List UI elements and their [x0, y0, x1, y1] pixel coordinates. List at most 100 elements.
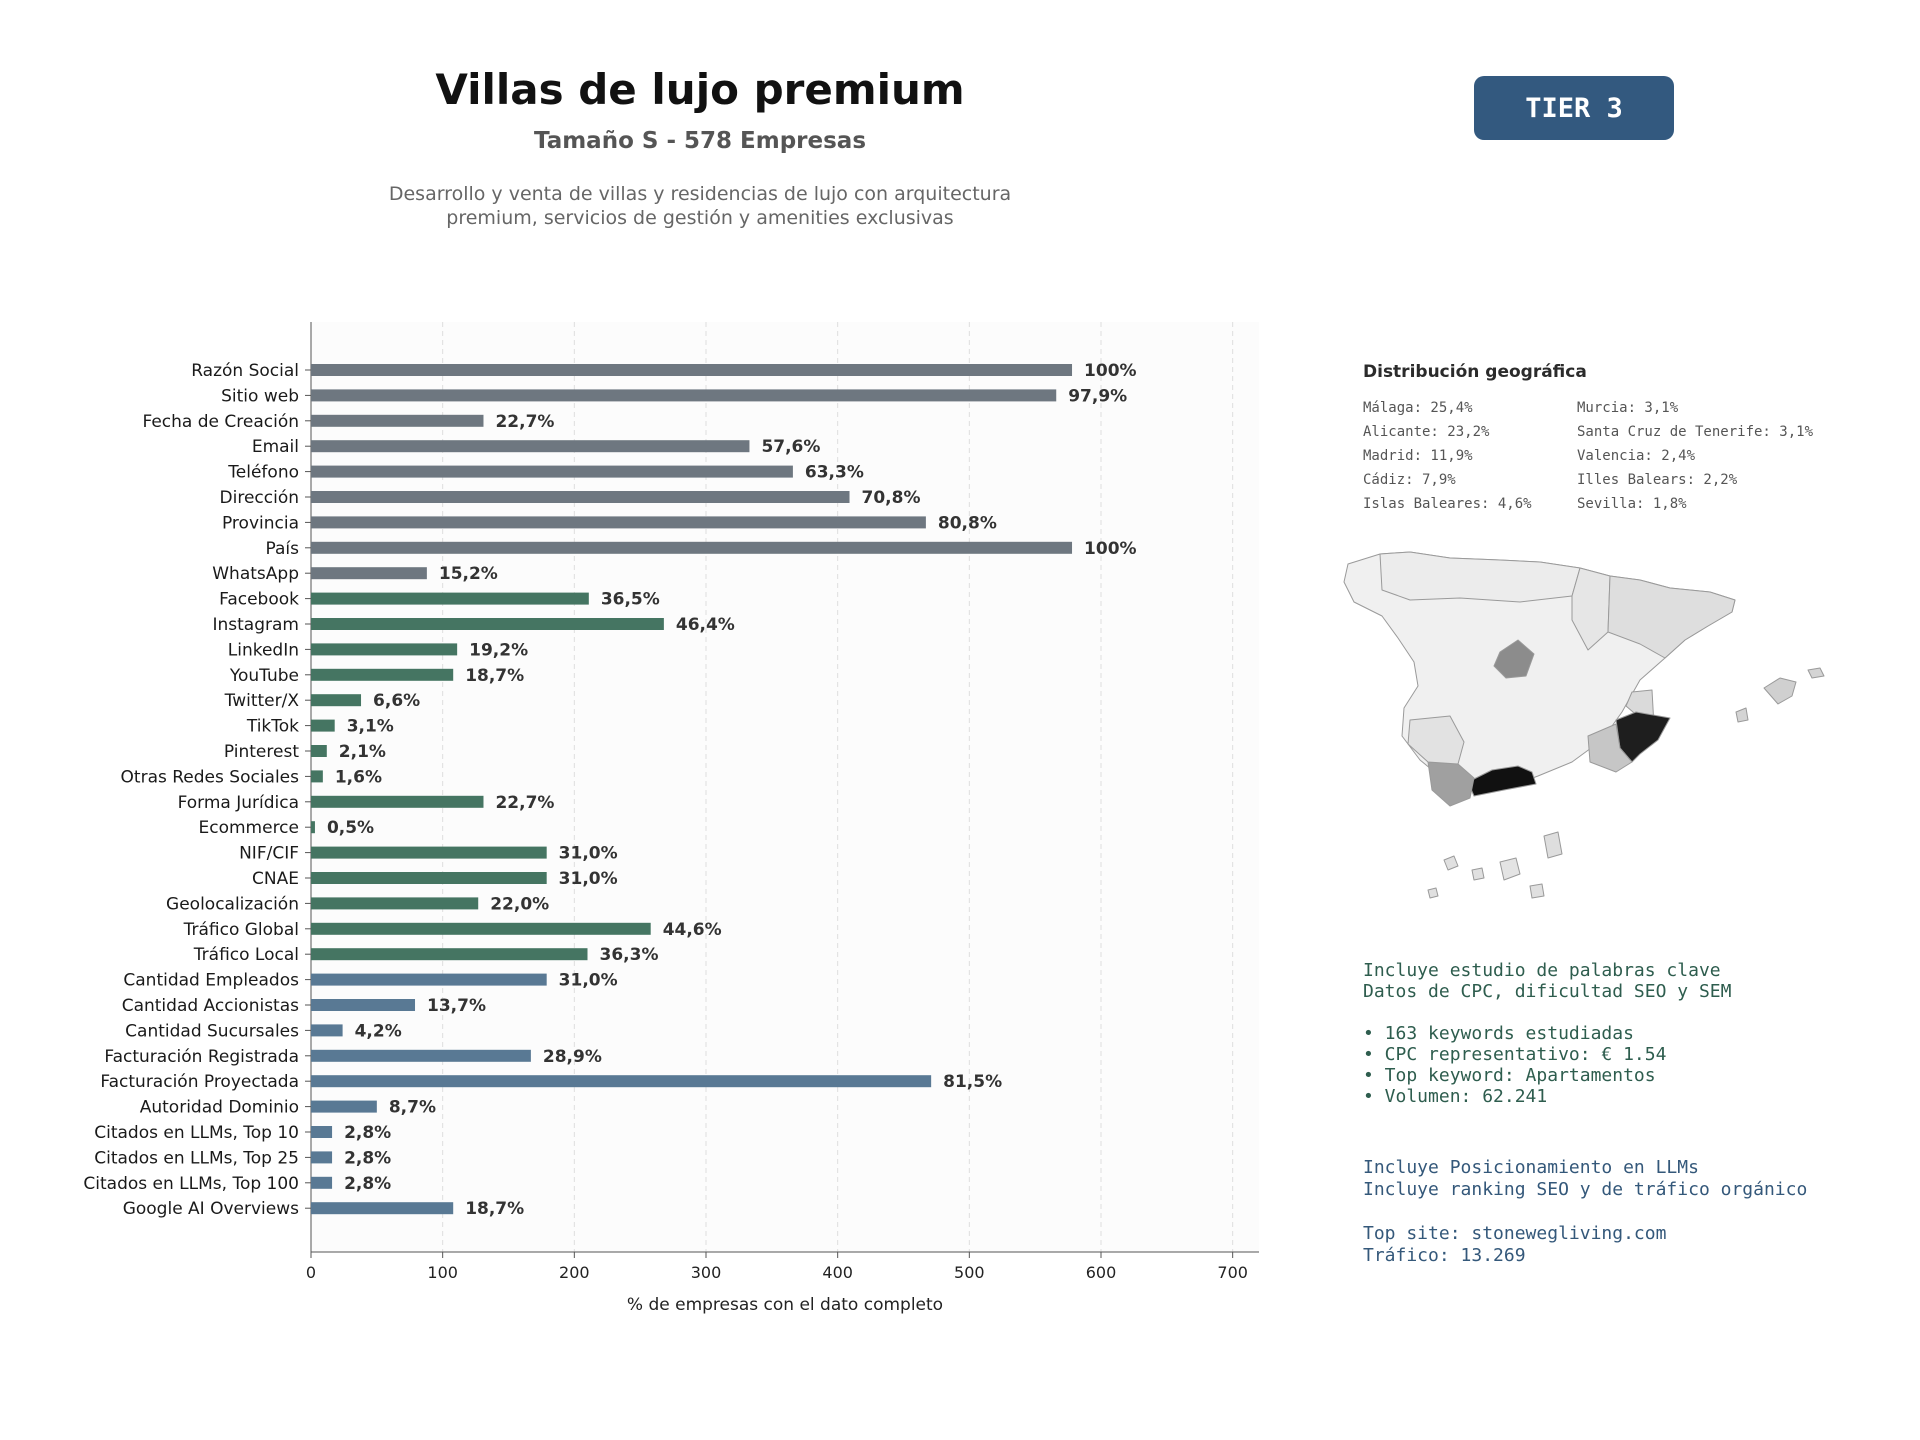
seo-line-2: Datos de CPC, dificultad SEO y SEM	[1363, 981, 1732, 1002]
x-tick-label: 500	[954, 1263, 985, 1282]
bar	[311, 719, 335, 732]
category-label: Facturación Registrada	[104, 1047, 299, 1067]
category-label: Fecha de Creación	[142, 412, 299, 432]
bar	[311, 973, 547, 986]
map-canarias-1	[1443, 855, 1459, 871]
bar	[311, 1151, 333, 1164]
map-canarias-4	[1543, 831, 1563, 859]
bar	[311, 795, 484, 808]
description-line-2: premium, servicios de gestión y amenitie…	[446, 207, 954, 229]
bar	[311, 440, 750, 453]
geo-item: Madrid: 11,9%	[1363, 448, 1473, 464]
map-baleares-menorca	[1807, 667, 1825, 679]
category-label: País	[266, 539, 300, 559]
category-label: Tráfico Local	[193, 945, 299, 965]
bar	[311, 618, 664, 630]
category-label: Geolocalización	[166, 894, 299, 914]
category-label: LinkedIn	[228, 640, 299, 660]
bar	[311, 1202, 454, 1215]
description-line-1: Desarrollo y venta de villas y residenci…	[388, 183, 1012, 205]
spain-map	[1343, 551, 1825, 899]
x-tick-label: 100	[427, 1263, 458, 1282]
category-label: Dirección	[220, 488, 299, 508]
value-label: 15,2%	[439, 564, 498, 584]
category-label: CNAE	[252, 869, 299, 889]
value-label: 63,3%	[805, 463, 864, 483]
x-axis-label: % de empresas con el dato completo	[627, 1295, 943, 1315]
value-label: 3,1%	[347, 717, 394, 737]
geo-item: Islas Baleares: 4,6%	[1363, 496, 1532, 512]
value-label: 22,0%	[490, 894, 549, 914]
value-label: 46,4%	[676, 615, 735, 635]
map-region-madrid	[1493, 639, 1535, 679]
category-label: Citados en LLMs, Top 100	[83, 1174, 299, 1194]
value-label: 18,7%	[465, 666, 524, 686]
seo-bullet: • CPC representativo: € 1.54	[1363, 1044, 1667, 1065]
geo-list: Málaga: 25,4% Murcia: 3,1% Alicante: 23,…	[1363, 400, 1863, 512]
category-label: TikTok	[246, 717, 299, 737]
bar	[311, 389, 1057, 402]
category-label: Pinterest	[224, 742, 299, 762]
value-label: 6,6%	[373, 691, 420, 711]
bar-chart: 0 100 200 300 400 500 600 700 % de empresas con …	[83, 322, 1259, 1315]
category-label: Cantidad Accionistas	[122, 996, 299, 1016]
seo-bullet: • Top keyword: Apartamentos	[1363, 1065, 1656, 1086]
value-label: 81,5%	[943, 1072, 1002, 1092]
bar	[311, 491, 850, 503]
bar	[311, 592, 589, 605]
geo-item: Alicante: 23,2%	[1363, 424, 1490, 440]
top-site-traffic: Tráfico: 13.269	[1363, 1245, 1526, 1266]
bar	[311, 1075, 932, 1088]
bar	[311, 668, 454, 681]
plot-area	[311, 322, 1259, 1252]
seo-line-1: Incluye estudio de palabras clave	[1363, 960, 1721, 981]
value-label: 31,0%	[559, 869, 618, 889]
category-label: Cantidad Empleados	[123, 971, 299, 991]
llm-block: Incluye Posicionamiento en LLMs Incluye …	[1363, 1157, 1883, 1267]
page-description: Desarrollo y venta de villas y residenci…	[300, 182, 1100, 230]
bar	[311, 694, 362, 707]
value-label: 4,2%	[355, 1021, 402, 1041]
header: Villas de lujo premium Tamaño S - 578 Em…	[300, 62, 1100, 230]
map-region-catalonia	[1607, 575, 1736, 659]
category-label: Cantidad Sucursales	[125, 1021, 299, 1041]
category-label: Forma Jurídica	[178, 793, 299, 813]
bar	[311, 1024, 343, 1037]
value-label: 31,0%	[559, 844, 618, 864]
bar	[311, 846, 547, 859]
value-label: 36,5%	[601, 590, 660, 610]
value-label: 2,8%	[344, 1174, 391, 1194]
category-label: Ecommerce	[199, 818, 300, 838]
bar	[311, 922, 651, 935]
category-label: Autoridad Dominio	[140, 1098, 299, 1118]
map-canarias-2	[1471, 867, 1485, 881]
geo-item: Sevilla: 1,8%	[1577, 496, 1687, 512]
llm-line-2: Incluye ranking SEO y de tráfico orgánic…	[1363, 1179, 1808, 1200]
value-label: 8,7%	[389, 1098, 436, 1118]
geo-item: Santa Cruz de Tenerife: 3,1%	[1577, 424, 1814, 440]
x-tick-label: 400	[822, 1263, 853, 1282]
bar	[311, 872, 547, 884]
value-label: 0,5%	[327, 818, 374, 838]
map-canarias-6	[1427, 887, 1439, 899]
llm-line-1: Incluye Posicionamiento en LLMs	[1363, 1157, 1699, 1178]
value-label: 2,8%	[344, 1148, 391, 1168]
value-label: 18,7%	[465, 1199, 524, 1219]
category-label: NIF/CIF	[239, 844, 299, 864]
category-label: YouTube	[229, 666, 299, 686]
category-label: Citados en LLMs, Top 10	[94, 1123, 299, 1143]
category-label: Provincia	[222, 513, 299, 533]
seo-bullet: • Volumen: 62.241	[1363, 1086, 1548, 1107]
value-label: 28,9%	[543, 1047, 602, 1067]
bar	[311, 1126, 333, 1138]
value-label: 70,8%	[862, 488, 921, 508]
seo-bullet: • 163 keywords estudiadas	[1363, 1023, 1634, 1044]
x-tick-label: 300	[691, 1263, 722, 1282]
value-label: 19,2%	[469, 640, 528, 660]
bar	[311, 999, 416, 1011]
bar	[311, 1100, 377, 1113]
bar	[311, 948, 588, 961]
category-label: Facebook	[219, 590, 299, 610]
category-label: Twitter/X	[224, 691, 300, 711]
map-canarias-3	[1499, 857, 1521, 881]
